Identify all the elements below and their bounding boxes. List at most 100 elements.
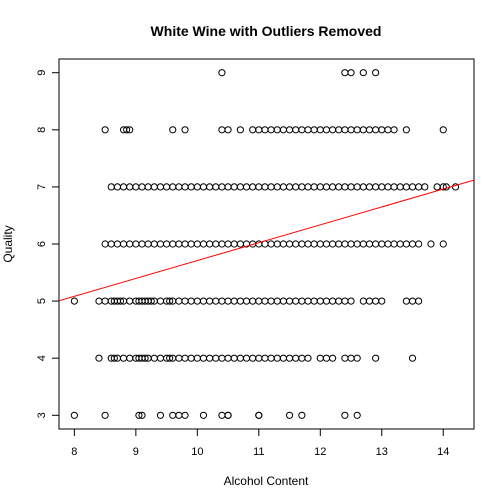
plot-frame — [58, 58, 475, 430]
data-point — [365, 126, 374, 134]
data-point — [347, 183, 355, 191]
data-point — [138, 183, 146, 191]
data-point — [230, 183, 238, 191]
data-point — [359, 126, 367, 134]
data-point — [135, 411, 143, 419]
data-point — [119, 240, 128, 248]
data-point — [107, 183, 115, 191]
data-point — [396, 240, 404, 248]
chart-title: White Wine with Outliers Removed — [151, 23, 382, 39]
data-point — [187, 183, 195, 191]
data-point — [261, 183, 269, 191]
data-point — [433, 183, 441, 191]
y-tick-label: 7 — [36, 184, 48, 190]
data-point — [218, 297, 226, 305]
data-point — [273, 183, 281, 191]
data-point — [347, 297, 355, 305]
data-point — [138, 240, 146, 248]
data-point — [292, 297, 300, 305]
points — [70, 69, 460, 419]
data-point — [365, 297, 374, 305]
y-tick-label: 5 — [36, 298, 48, 304]
data-point — [175, 411, 183, 419]
data-point — [292, 354, 300, 362]
data-point — [236, 354, 244, 362]
data-point — [365, 240, 374, 248]
data-point — [193, 297, 201, 305]
data-point — [255, 183, 263, 191]
data-point — [347, 354, 355, 362]
x-tick-label: 14 — [437, 446, 449, 458]
data-point — [166, 297, 174, 305]
data-point — [273, 126, 281, 134]
data-point — [230, 240, 238, 248]
data-point — [206, 183, 214, 191]
data-point — [372, 354, 380, 362]
data-point — [116, 297, 125, 305]
axes: 8 9 10 11 12 13 14 3 4 5 6 7 8 9 — [36, 70, 449, 458]
data-point — [359, 297, 367, 305]
data-point — [316, 183, 324, 191]
data-point — [285, 354, 294, 362]
data-point — [328, 297, 337, 305]
x-tick-label: 11 — [253, 446, 264, 458]
data-point — [144, 240, 152, 248]
data-point — [199, 183, 208, 191]
data-point — [304, 126, 312, 134]
data-point — [224, 411, 232, 419]
data-point — [341, 240, 349, 248]
x-tick-label: 12 — [314, 446, 326, 458]
data-point — [181, 240, 189, 248]
data-point — [126, 297, 134, 305]
data-point — [279, 297, 288, 305]
data-point — [273, 240, 281, 248]
data-point — [322, 297, 331, 305]
data-point — [347, 240, 355, 248]
data-point — [230, 354, 238, 362]
data-point — [193, 240, 201, 248]
data-point — [224, 354, 232, 362]
data-point — [328, 126, 337, 134]
data-point — [255, 411, 263, 419]
data-point — [181, 354, 189, 362]
data-point — [279, 126, 288, 134]
data-point — [408, 354, 417, 362]
data-point — [126, 183, 134, 191]
data-point — [285, 183, 294, 191]
data-point — [298, 411, 306, 419]
data-point — [70, 297, 78, 305]
data-point — [322, 183, 331, 191]
data-point — [310, 297, 318, 305]
data-point — [439, 126, 447, 134]
data-point — [310, 126, 318, 134]
x-tick-label: 9 — [133, 446, 139, 458]
data-point — [156, 183, 165, 191]
data-point — [341, 183, 349, 191]
data-point — [359, 183, 367, 191]
data-point — [390, 126, 398, 134]
data-point — [439, 183, 447, 191]
x-tick-label: 10 — [191, 446, 203, 458]
data-point — [156, 354, 165, 362]
data-point — [138, 411, 146, 419]
data-point — [199, 240, 208, 248]
data-point — [298, 126, 306, 134]
data-point — [126, 126, 134, 134]
data-point — [378, 240, 386, 248]
data-point — [328, 354, 337, 362]
data-point — [384, 126, 392, 134]
data-point — [322, 354, 331, 362]
data-point — [261, 126, 269, 134]
data-point — [169, 183, 177, 191]
data-point — [384, 240, 392, 248]
data-point — [328, 240, 337, 248]
data-point — [218, 354, 226, 362]
data-point — [169, 411, 177, 419]
data-point — [341, 126, 349, 134]
data-point — [390, 183, 398, 191]
trend-line-layer — [59, 179, 474, 302]
data-point — [206, 240, 214, 248]
data-point — [304, 354, 312, 362]
data-point — [310, 240, 318, 248]
data-point — [249, 354, 257, 362]
